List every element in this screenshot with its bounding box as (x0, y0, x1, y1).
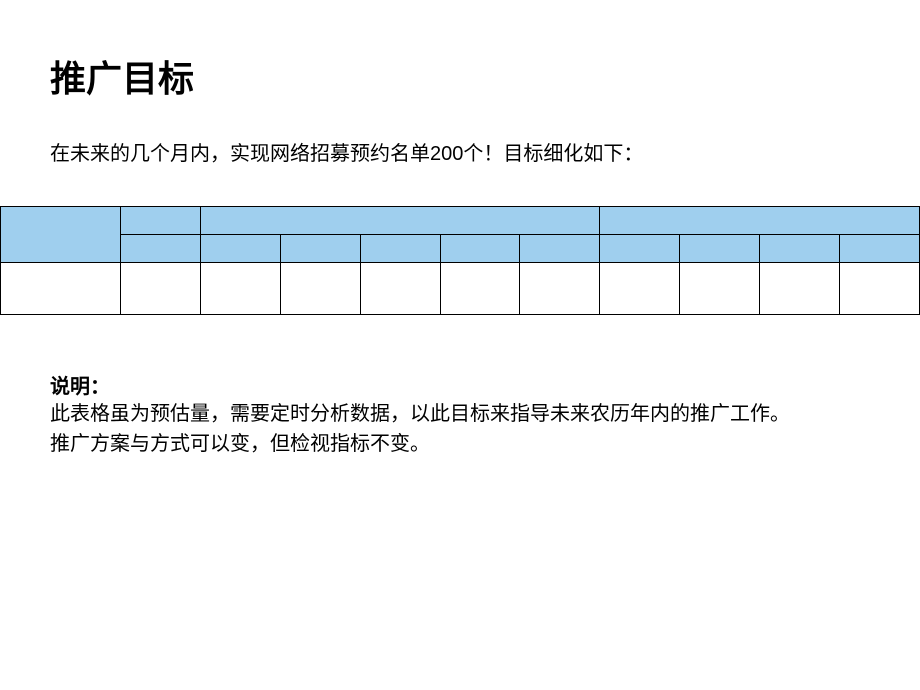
table-cell (600, 263, 680, 315)
table-cell (121, 207, 201, 235)
table-cell (520, 235, 600, 263)
table-cell (680, 235, 760, 263)
table-data-row (1, 263, 920, 315)
table-cell (840, 263, 920, 315)
table-cell (440, 235, 520, 263)
table-header-row-1 (1, 207, 920, 235)
table-cell (600, 207, 920, 235)
table-cell (600, 235, 680, 263)
table-cell (520, 263, 600, 315)
table-cell (200, 263, 280, 315)
subtitle-text: 在未来的几个月内，实现网络招募预约名单200个！目标细化如下： (50, 137, 870, 166)
table-cell (200, 207, 599, 235)
table-cell (680, 263, 760, 315)
table-cell (1, 263, 121, 315)
table-cell (1, 207, 121, 263)
table-cell (121, 263, 201, 315)
note-content: 说明： 此表格虽为预估量，需要定时分析数据，以此目标来指导未来农历年内的推广工作… (50, 370, 870, 459)
page-title: 推广目标 (50, 50, 870, 102)
note-section: 说明： 此表格虽为预估量，需要定时分析数据，以此目标来指导未来农历年内的推广工作… (50, 370, 870, 459)
table-cell (760, 263, 840, 315)
table-cell (200, 235, 280, 263)
target-table (0, 206, 920, 315)
table-cell (840, 235, 920, 263)
note-label: 说明： (50, 376, 110, 398)
table-cell (121, 235, 201, 263)
table-cell (360, 263, 440, 315)
note-line-1: 此表格虽为预估量，需要定时分析数据，以此目标来指导未来农历年内的推广工作。 (50, 403, 790, 425)
table-cell (440, 263, 520, 315)
table-cell (280, 235, 360, 263)
note-line-2: 推广方案与方式可以变，但检视指标不变。 (50, 433, 430, 455)
target-table-container (0, 206, 920, 315)
table-header-row-2 (1, 235, 920, 263)
table-cell (760, 235, 840, 263)
table-cell (280, 263, 360, 315)
table-cell (360, 235, 440, 263)
